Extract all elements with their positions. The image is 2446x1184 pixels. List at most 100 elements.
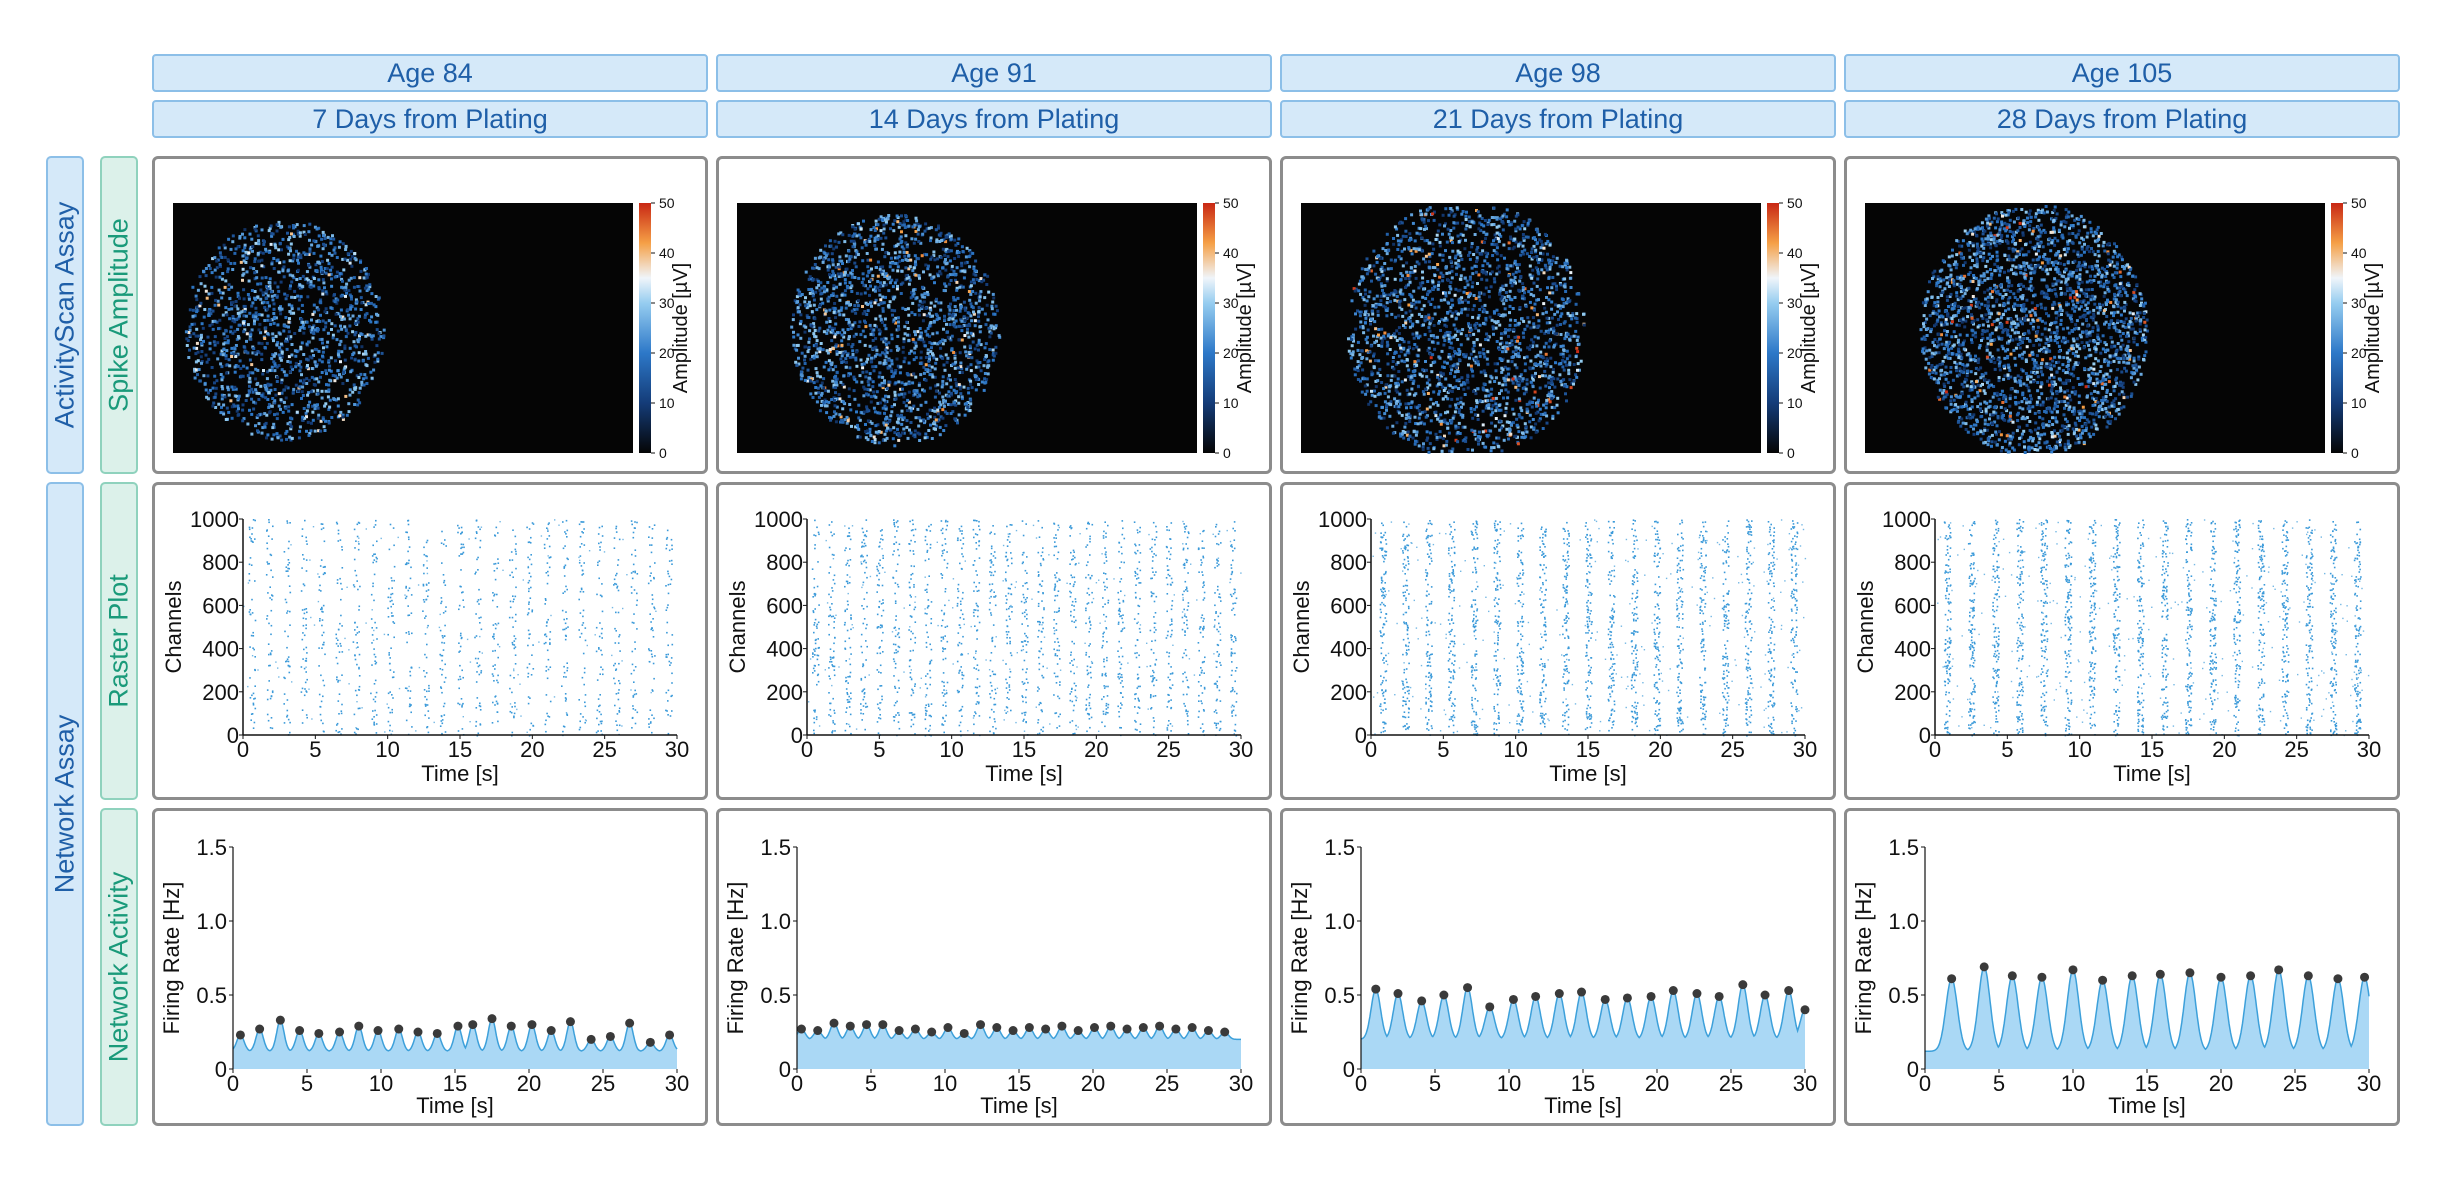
heatmap-pixel xyxy=(339,308,343,312)
heatmap-pixel xyxy=(284,316,288,319)
heatmap-pixel xyxy=(890,278,894,282)
heatmap-pixel xyxy=(1438,275,1442,279)
heatmap-pixel xyxy=(873,438,877,441)
heatmap-pixel xyxy=(1403,353,1407,357)
heatmap-pixel xyxy=(848,335,851,339)
heatmap-pixel xyxy=(845,415,849,419)
heatmap-pixel xyxy=(1548,265,1552,269)
heatmap-pixel xyxy=(1456,338,1460,341)
heatmap-pixel xyxy=(321,319,325,323)
heatmap-pixel xyxy=(1436,403,1440,407)
heatmap-pixel xyxy=(1447,431,1451,435)
heatmap-pixel xyxy=(1498,342,1502,346)
heatmap-pixel xyxy=(1555,403,1559,407)
heatmap-pixel xyxy=(1392,237,1395,240)
heatmap-pixel xyxy=(271,298,275,302)
heatmap-pixel xyxy=(1389,258,1393,262)
heatmap-pixel xyxy=(869,327,873,331)
heatmap-pixel xyxy=(257,422,261,426)
heatmap-pixel xyxy=(1517,352,1520,356)
heatmap-pixel xyxy=(1575,292,1579,296)
heatmap-pixel xyxy=(1537,261,1541,265)
heatmap-pixel xyxy=(983,296,987,300)
heatmap-pixel xyxy=(850,290,854,293)
heatmap-pixel xyxy=(1411,221,1415,225)
heatmap-pixel xyxy=(1441,273,1445,277)
heatmap-pixel xyxy=(1499,254,1503,258)
heatmap-pixel xyxy=(792,343,796,347)
heatmap-pixel xyxy=(1448,355,1452,359)
heatmap-pixel xyxy=(979,343,983,347)
heatmap-pixel xyxy=(863,335,867,339)
heatmap-pixel xyxy=(1513,375,1517,379)
heatmap-pixel xyxy=(308,265,312,269)
heatmap-pixel xyxy=(889,256,893,260)
heatmap-pixel xyxy=(946,255,950,259)
heatmap-pixel xyxy=(878,371,882,375)
heatmap-pixel xyxy=(1372,297,1376,301)
heatmap-pixel xyxy=(284,385,288,389)
heatmap-pixel xyxy=(841,407,845,411)
heatmap-pixel xyxy=(1538,375,1541,379)
heatmap-pixel xyxy=(893,393,897,397)
heatmap-pixel xyxy=(1492,206,1496,210)
heatmap-pixel xyxy=(1395,421,1399,425)
heatmap-pixel xyxy=(367,272,370,276)
heatmap-pixel xyxy=(917,313,921,317)
heatmap-pixel xyxy=(808,291,812,295)
heatmap-pixel xyxy=(984,354,988,357)
heatmap-pixel xyxy=(234,247,238,251)
heatmap-pixel xyxy=(823,398,827,402)
heatmap-pixel xyxy=(1409,249,1413,253)
heatmap-pixel xyxy=(884,355,888,359)
heatmap-pixel xyxy=(843,402,847,406)
heatmap-pixel xyxy=(875,348,879,352)
heatmap-pixel xyxy=(846,328,850,331)
heatmap-pixel xyxy=(1571,312,1575,316)
heatmap-pixel xyxy=(1479,229,1483,233)
heatmap-pixel xyxy=(287,303,291,307)
heatmap-pixel xyxy=(1534,355,1538,359)
heatmap-pixel xyxy=(222,412,226,416)
heatmap-pixel xyxy=(251,245,255,249)
heatmap-pixel xyxy=(1361,296,1365,300)
heatmap-pixel xyxy=(862,385,866,389)
heatmap-pixel xyxy=(221,272,225,275)
heatmap-pixel xyxy=(1415,247,1419,251)
heatmap-pixel xyxy=(292,276,296,280)
heatmap-pixel xyxy=(346,252,350,256)
heatmap-pixel xyxy=(1395,227,1399,231)
heatmap-pixel xyxy=(309,390,313,394)
heatmap-pixel xyxy=(917,337,921,341)
heatmap-pixel xyxy=(344,285,348,289)
heatmap-pixel xyxy=(1480,223,1484,227)
heatmap-pixel xyxy=(856,304,860,308)
heatmap-pixel xyxy=(1367,267,1371,271)
heatmap-pixel xyxy=(1409,375,1413,379)
heatmap-pixel xyxy=(1454,261,1458,265)
heatmap-pixel xyxy=(1544,374,1548,378)
heatmap-pixel xyxy=(243,243,247,247)
heatmap-pixel xyxy=(1420,213,1424,217)
heatmap-pixel xyxy=(880,381,884,385)
heatmap-pixel xyxy=(969,363,973,367)
heatmap-pixel xyxy=(354,319,358,323)
heatmap-pixel xyxy=(949,338,953,342)
heatmap-pixel xyxy=(1422,442,1425,446)
heatmap-pixel xyxy=(246,351,250,355)
heatmap-pixel xyxy=(905,320,909,324)
heatmap-pixel xyxy=(1531,376,1535,380)
heatmap-pixel xyxy=(826,265,830,269)
heatmap-pixel xyxy=(852,375,856,379)
heatmap-pixel xyxy=(836,272,840,276)
heatmap-pixel xyxy=(1395,339,1399,342)
heatmap-pixel xyxy=(863,319,866,323)
heatmap-pixel xyxy=(1489,449,1493,453)
heatmap-pixel xyxy=(227,393,231,397)
heatmap-pixel xyxy=(946,335,950,339)
heatmap-pixel xyxy=(1490,398,1493,402)
heatmap-pixel xyxy=(869,400,873,404)
heatmap-pixel xyxy=(1513,276,1517,279)
heatmap-pixel xyxy=(193,369,197,373)
heatmap-pixel xyxy=(887,252,891,256)
